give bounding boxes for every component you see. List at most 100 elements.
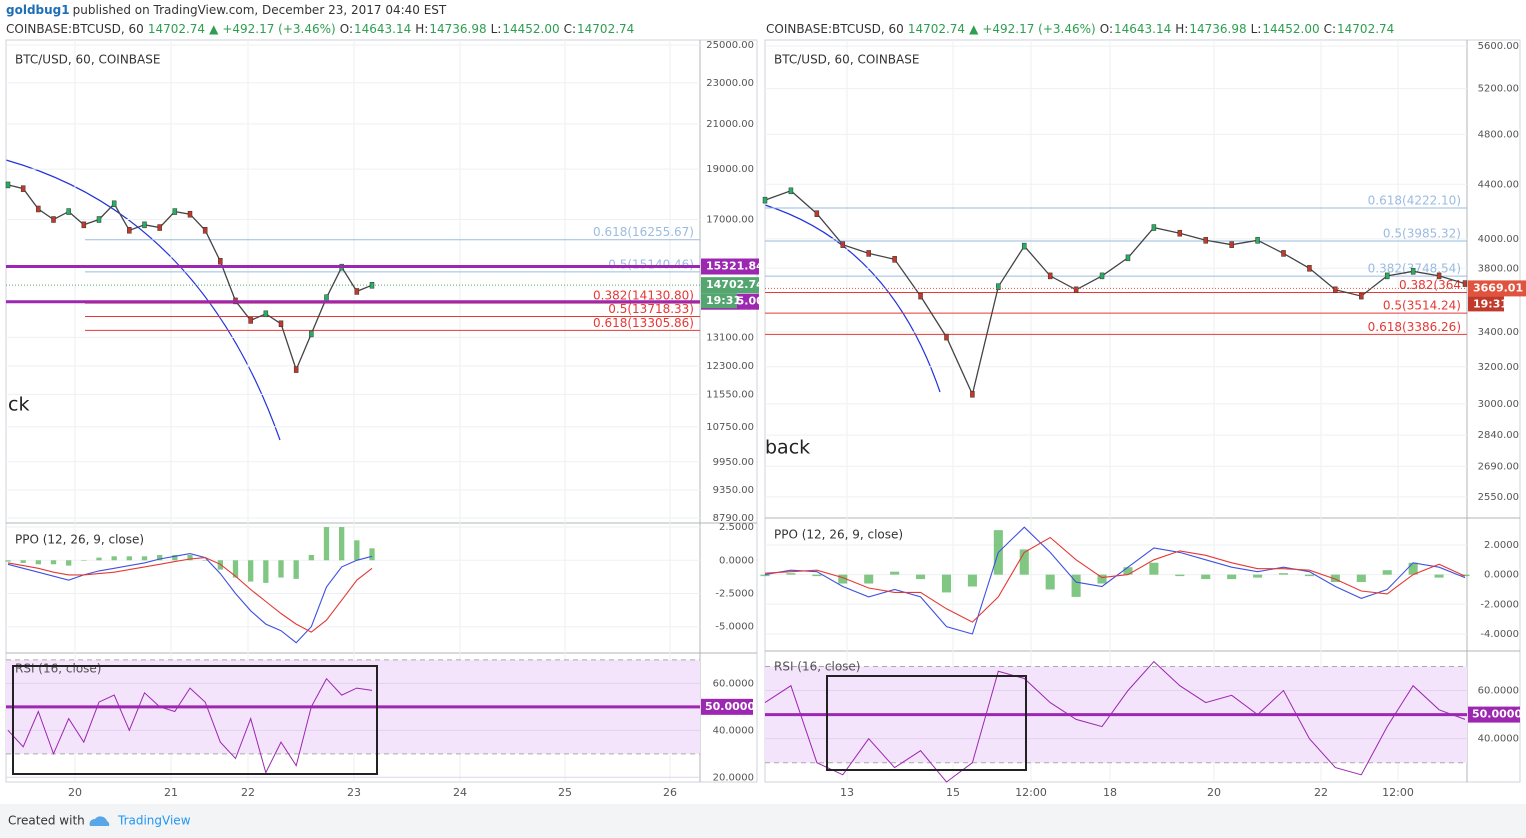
candle xyxy=(142,221,147,229)
user[interactable]: goldbug1 xyxy=(6,3,70,17)
ohlc-key: L: xyxy=(1250,22,1262,36)
rsi-line xyxy=(7,677,373,774)
ohlc-key: L: xyxy=(490,22,502,36)
y-tick-label: 2.0000 xyxy=(1484,540,1519,551)
histogram-bar xyxy=(339,527,345,561)
ohlc-key: O: xyxy=(1099,22,1113,36)
histogram-bar xyxy=(35,560,41,565)
ohlc-value: 14452.00 xyxy=(502,22,560,36)
candle xyxy=(840,241,846,248)
pane-label: RSI (16, close) xyxy=(15,662,101,676)
candle xyxy=(1151,224,1157,231)
x-tick-label: 25 xyxy=(558,786,572,799)
fib-label: 0.5(3514.24) xyxy=(1383,299,1461,313)
highlight-box xyxy=(12,665,378,775)
symbol: COINBASE:BTCUSD, 60 xyxy=(766,22,904,36)
y-tick-label: -2.0000 xyxy=(1480,599,1519,610)
x-tick-label: 21 xyxy=(164,786,178,799)
histogram-bar xyxy=(1097,574,1107,584)
rsi-line xyxy=(764,660,1466,783)
publish-text: published on TradingView.com, December 2… xyxy=(72,3,447,17)
panel-frame xyxy=(764,39,1521,783)
histogram-bar xyxy=(1201,574,1211,580)
histogram-bar xyxy=(941,574,952,593)
footer-brand[interactable]: TradingView xyxy=(117,814,191,828)
histogram-bar xyxy=(1149,562,1159,575)
y-tick-label: 2.5000 xyxy=(719,522,754,533)
x-tick-label: 24 xyxy=(453,786,467,799)
histogram-bar xyxy=(1382,570,1392,575)
y-tick-label: 3400.00 xyxy=(1478,327,1519,338)
ohlc-value: 14643.14 xyxy=(1114,22,1172,36)
histogram-bar xyxy=(1071,574,1081,597)
legend: COINBASE:BTCUSD, 60 14702.74 ▲ +492.17 (+3.… xyxy=(6,22,638,36)
y-tick-label: 0.0000 xyxy=(1484,570,1519,581)
candle xyxy=(1125,254,1131,262)
y-tick-label: 2840.00 xyxy=(1478,430,1519,441)
candle xyxy=(172,208,178,215)
mid-tag xyxy=(1468,706,1520,723)
candle xyxy=(1384,272,1390,280)
y-tick-label: 11550.00 xyxy=(706,389,754,400)
histogram-bar xyxy=(838,574,848,584)
ohlc-value: 14643.14 xyxy=(354,22,412,36)
y-tick-label: 3800.00 xyxy=(1478,263,1519,274)
y-tick-label: 20.0000 xyxy=(713,772,754,783)
histogram-bar xyxy=(1304,574,1314,577)
mid-tag-label: 50.0000 xyxy=(705,700,755,713)
candle xyxy=(20,185,26,192)
mid-tag xyxy=(701,698,753,715)
histogram-bar xyxy=(232,560,239,578)
price-tag xyxy=(701,277,759,294)
candle xyxy=(1099,272,1105,280)
symbol: COINBASE:BTCUSD, 60 xyxy=(6,22,144,36)
y-tick-label: 10750.00 xyxy=(706,422,754,433)
ohlc-value: 14702.74 xyxy=(1337,22,1395,36)
y-tick-label: 4400.00 xyxy=(1478,179,1519,190)
histogram-bar xyxy=(141,556,148,561)
candle xyxy=(1307,265,1312,272)
x-tick-label: 18 xyxy=(1103,786,1117,799)
footer-text: Created with xyxy=(8,814,85,828)
candle xyxy=(187,210,193,218)
y-tick-label: 8790.00 xyxy=(713,513,754,524)
y-tick-label: 3200.00 xyxy=(1478,362,1519,373)
price-tag-label: 14702.74 xyxy=(706,278,764,291)
y-tick-label: 13100.00 xyxy=(706,332,754,343)
x-tick-label: 22 xyxy=(1314,786,1328,799)
candle xyxy=(66,208,71,215)
candle xyxy=(1022,242,1027,250)
ohlc-value: 14736.98 xyxy=(429,22,487,36)
y-tick-label: 40.0000 xyxy=(1478,734,1519,745)
candle xyxy=(248,317,253,324)
candle xyxy=(309,330,314,338)
change: +492.17 (+3.46%) xyxy=(982,22,1096,36)
y-tick-label: 21000.00 xyxy=(706,119,754,130)
histogram-bar xyxy=(5,560,11,562)
histogram-bar xyxy=(293,560,299,579)
x-tick-label: 23 xyxy=(347,786,361,799)
candle xyxy=(81,221,87,229)
candle xyxy=(970,391,975,398)
candle xyxy=(1462,280,1468,287)
pane-title: BTC/USD, 60, COINBASE xyxy=(15,53,160,67)
candle xyxy=(354,288,360,295)
candle xyxy=(788,187,794,195)
price-line xyxy=(764,190,1466,397)
y-tick-label: 3000.00 xyxy=(1478,399,1519,410)
histogram-bar xyxy=(50,560,57,565)
y-tick-label: 5600.00 xyxy=(1478,41,1519,52)
histogram-bar xyxy=(1227,574,1237,580)
candle xyxy=(36,205,41,213)
note: back xyxy=(765,437,810,459)
price-tag xyxy=(701,258,759,275)
candle xyxy=(1410,268,1416,275)
candle xyxy=(1073,286,1079,294)
ohlc-key: H: xyxy=(1175,22,1189,36)
y-tick-label: 40.0000 xyxy=(713,725,754,736)
legend: COINBASE:BTCUSD, 60 14702.74 ▲ +492.17 (+3.… xyxy=(766,22,1398,36)
histogram-bar xyxy=(967,574,977,587)
y-tick-label: 23000.00 xyxy=(706,78,754,89)
candle xyxy=(96,216,102,223)
